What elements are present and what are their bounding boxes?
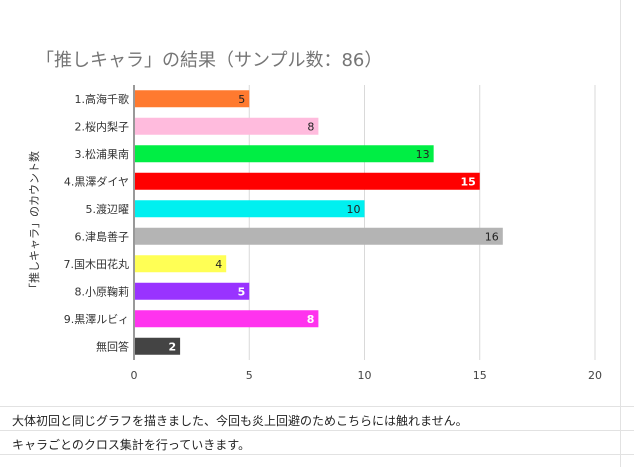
category-label: 7.国木田花丸 (64, 258, 130, 271)
data-label: 15 (460, 175, 475, 188)
category-label: 8.小原鞠莉 (75, 284, 130, 298)
category-label: 9.黒澤ルビィ (64, 313, 129, 326)
category-label: 3.松浦果南 (75, 147, 130, 161)
data-label: 5 (238, 93, 245, 106)
category-label: 4.黒澤ダイヤ (64, 174, 129, 188)
category-label: 1.高海千歌 (75, 92, 130, 106)
note-line-1: 大体初回と同じグラフを描きました、今回も炎上回避のためこちらには触れません。 (12, 414, 468, 428)
x-tick-label: 15 (473, 369, 487, 382)
bar (135, 337, 181, 355)
category-label: 無回答 (96, 339, 129, 353)
data-label: 2 (168, 340, 176, 353)
bar (135, 227, 503, 245)
bar-chart: 0 5 10 15 20 「推しキャラ」のカウント数 1.高海千歌 5 2.桜内梨子 8 3.松浦果… (27, 85, 602, 382)
bar (135, 282, 250, 300)
bar (135, 145, 434, 163)
category-label: 5.渡辺曜 (86, 202, 130, 216)
data-label: 5 (238, 285, 246, 298)
bar (135, 255, 227, 273)
bar (135, 90, 250, 108)
bar (135, 310, 319, 328)
bar (135, 172, 480, 190)
chart-card[interactable]: 「推しキャラ」の結果（サンプル数：86） 0 5 10 15 20 「推しキャラ」のカウン… (8, 20, 608, 405)
x-tick-label: 5 (246, 369, 253, 382)
data-label: 8 (307, 120, 314, 133)
category-label: 6.津島善子 (75, 229, 130, 243)
x-tick-label: 10 (358, 369, 372, 382)
data-label: 8 (307, 313, 315, 326)
bar (135, 117, 319, 135)
data-label: 4 (215, 258, 222, 271)
data-label: 13 (416, 148, 430, 161)
bar (135, 200, 365, 218)
data-label: 16 (485, 230, 499, 243)
y-axis-title: 「推しキャラ」のカウント数 (27, 151, 41, 294)
data-label: 10 (347, 203, 361, 216)
note-line-2: キャラごとのクロス集計を行っていきます。 (12, 438, 251, 452)
x-tick-label: 20 (588, 369, 602, 382)
category-label: 2.桜内梨子 (75, 119, 130, 133)
chart-title: 「推しキャラ」の結果（サンプル数：86） (36, 50, 383, 71)
x-tick-label: 0 (131, 369, 138, 382)
